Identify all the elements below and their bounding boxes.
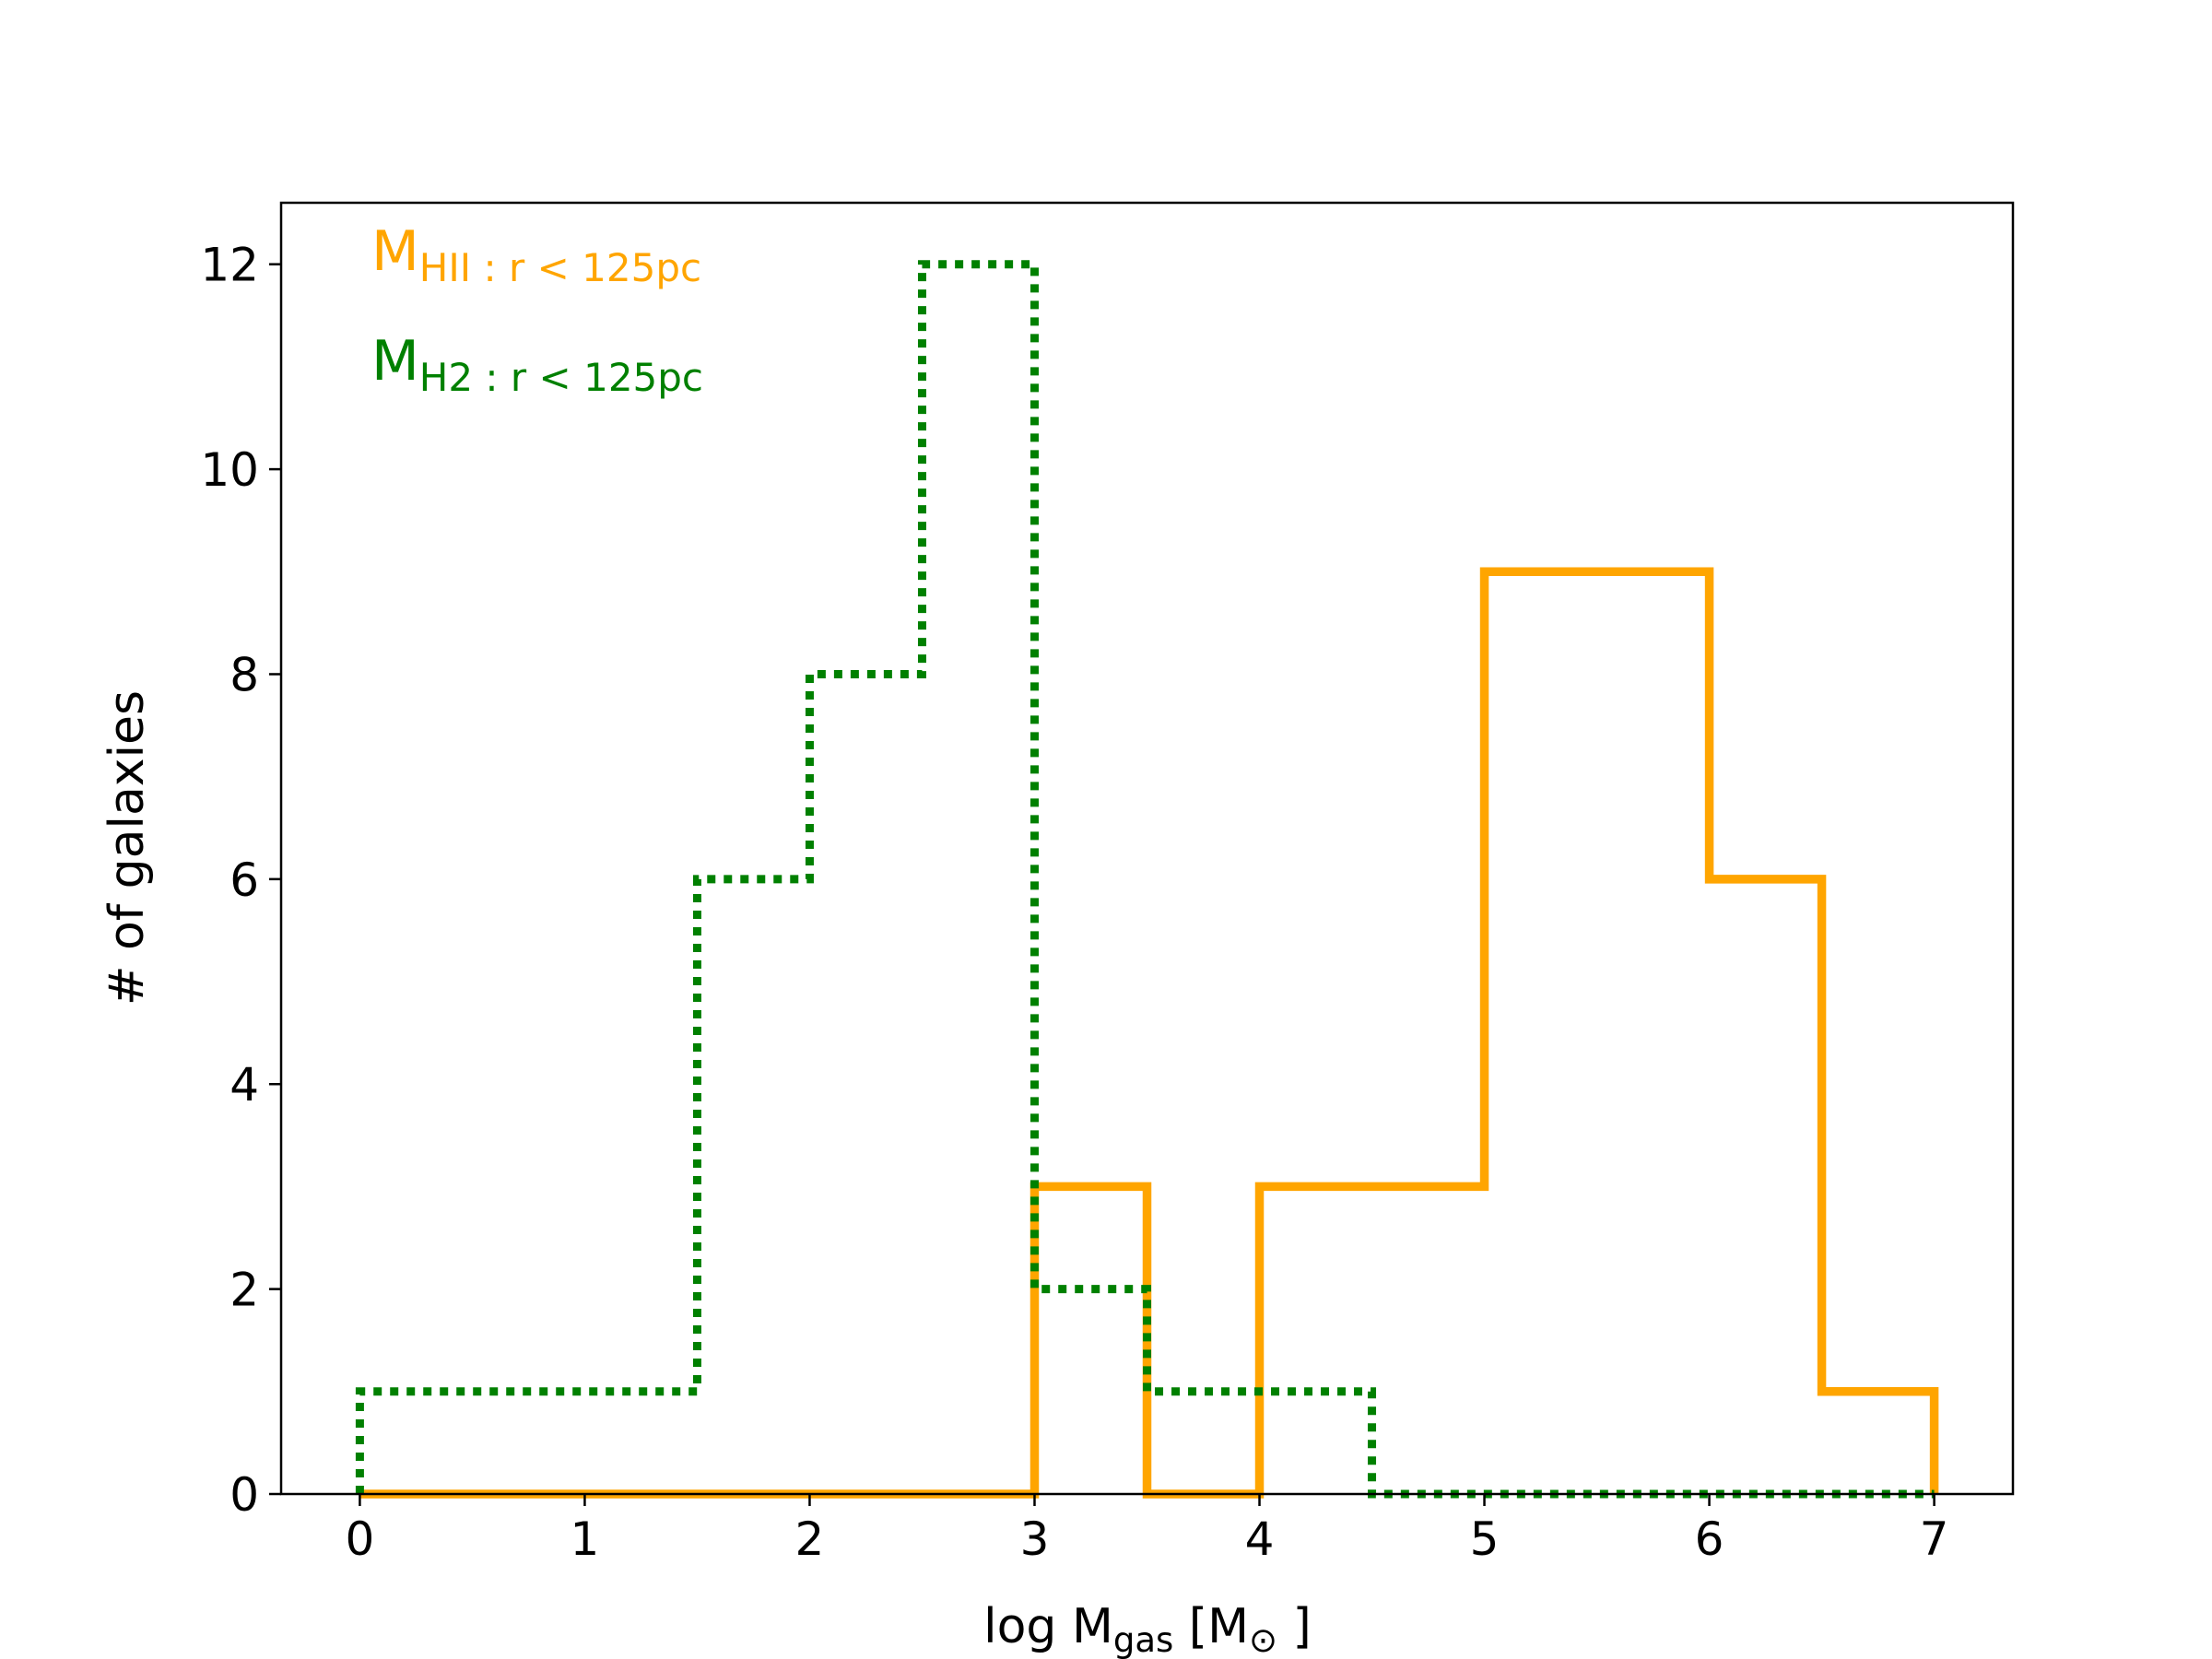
y-tick-label: 10 xyxy=(200,443,259,497)
x-tick-label: 2 xyxy=(795,1512,825,1566)
y-tick-label: 2 xyxy=(229,1264,259,1317)
y-tick-label: 6 xyxy=(229,853,259,907)
x-axis-label: log Mgas [M⊙ ] xyxy=(983,1599,1312,1659)
axes-frame xyxy=(279,201,2015,1496)
x-tick-label: 6 xyxy=(1695,1512,1724,1566)
x-axis: 0 1 2 3 4 5 6 7 xyxy=(346,1494,1949,1566)
y-axis-label: # of galaxies xyxy=(100,690,155,1006)
x-tick-label: 7 xyxy=(1920,1512,1949,1566)
x-tick-label: 0 xyxy=(346,1512,375,1566)
y-tick-label: 12 xyxy=(200,239,259,292)
y-axis: 0 2 4 6 8 10 12 xyxy=(200,239,281,1522)
y-tick-label: 4 xyxy=(229,1058,259,1112)
x-tick-label: 1 xyxy=(571,1512,600,1566)
x-tick-label: 4 xyxy=(1245,1512,1275,1566)
x-tick-label: 3 xyxy=(1020,1512,1050,1566)
x-tick-label: 5 xyxy=(1470,1512,1500,1566)
legend-entry-h2: MH2 : r < 125pc xyxy=(371,329,703,400)
y-tick-label: 8 xyxy=(229,648,259,701)
legend: MHII : r < 125pc MH2 : r < 125pc xyxy=(371,219,703,400)
y-tick-label: 0 xyxy=(229,1468,259,1522)
legend-entry-hii: MHII : r < 125pc xyxy=(371,219,701,290)
